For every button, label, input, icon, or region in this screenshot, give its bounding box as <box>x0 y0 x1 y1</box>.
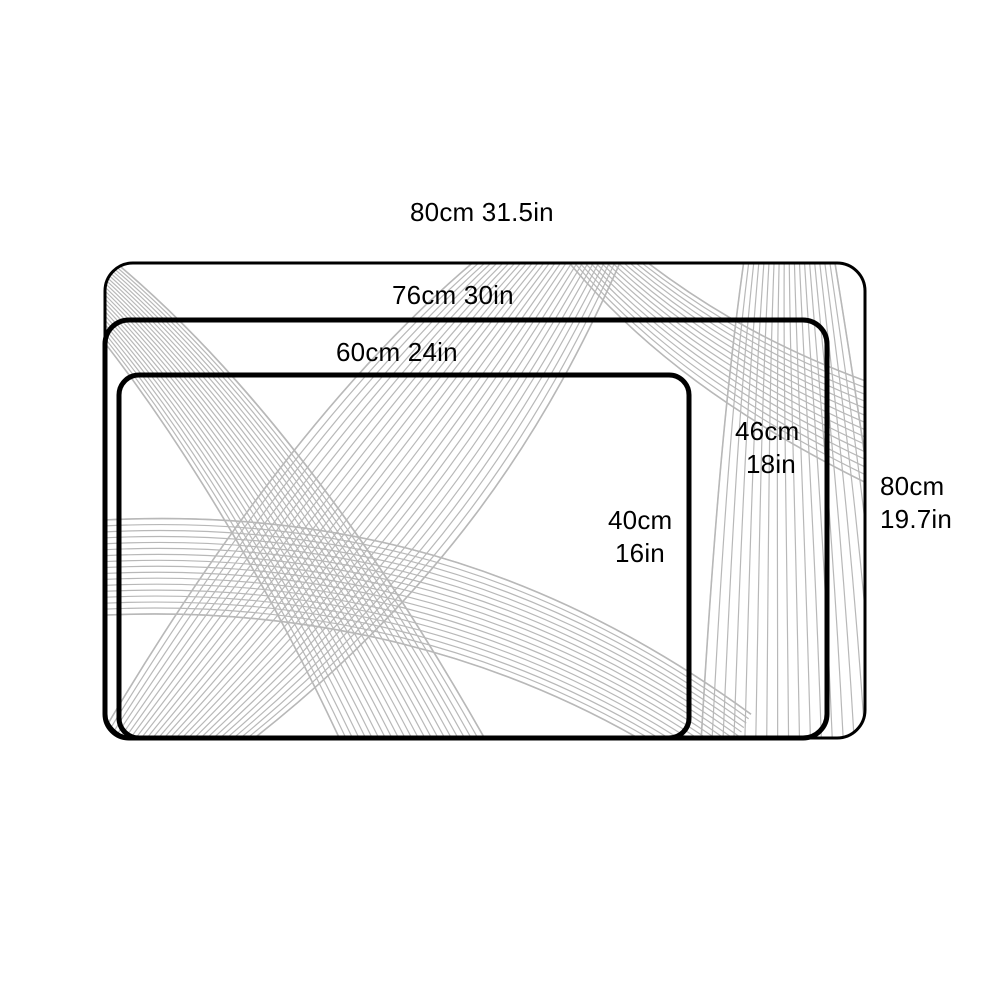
label-right-inner-cm: 40cm <box>608 504 672 537</box>
rects-svg <box>0 0 1000 1000</box>
label-top-outer: 80cm 31.5in <box>410 196 554 229</box>
label-right-mid-in: 18in <box>746 448 796 481</box>
label-far-right-in: 19.7in <box>880 503 952 536</box>
label-top-inner: 60cm 24in <box>336 336 458 369</box>
label-right-inner-in: 16in <box>615 537 665 570</box>
label-top-mid: 76cm 30in <box>392 279 514 312</box>
label-far-right-cm: 80cm <box>880 470 944 503</box>
size-diagram: 80cm 31.5in 76cm 30in 60cm 24in 46cm 18i… <box>0 0 1000 1000</box>
label-right-mid-cm: 46cm <box>735 415 799 448</box>
